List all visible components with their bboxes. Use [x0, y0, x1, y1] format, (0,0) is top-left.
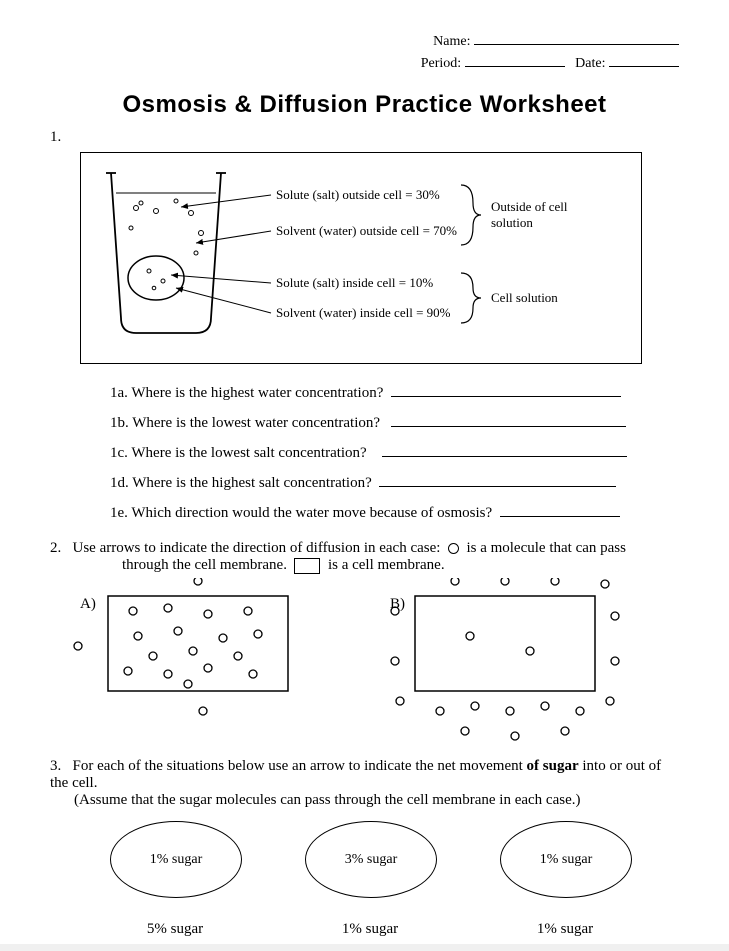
fig-label-3: Solute (salt) inside cell = 10%: [276, 275, 433, 291]
q3-block: 3. For each of the situations below use …: [50, 758, 679, 809]
fig-bracket-1: Outside of cell solution: [491, 199, 591, 231]
q3-number: 3.: [50, 758, 61, 774]
q1b: 1b. Where is the lowest water concentrat…: [110, 415, 380, 431]
q2-block: 2. Use arrows to indicate the direction …: [50, 540, 679, 574]
beaker-diagram: [81, 153, 641, 363]
q3-text-a: For each of the situations below use an …: [73, 758, 523, 774]
q1d: 1d. Where is the highest salt concentrat…: [110, 475, 372, 491]
q2-svg: [50, 578, 690, 748]
q2-text-c: through the cell membrane.: [122, 557, 287, 573]
membrane-icon: [294, 558, 320, 574]
q3-cells: 1% sugar 3% sugar 1% sugar 5% sugar 1% s…: [50, 821, 679, 951]
q1-figure: Solute (salt) outside cell = 30% Solvent…: [80, 152, 642, 364]
cell-2: 3% sugar: [305, 821, 437, 898]
name-label: Name:: [433, 34, 470, 49]
cell-2-in: 3% sugar: [345, 852, 398, 868]
fig-label-4: Solvent (water) inside cell = 90%: [276, 305, 450, 321]
header-block: Name: Period: Date:: [330, 30, 679, 73]
q3-text-c: (Assume that the sugar molecules can pas…: [74, 792, 580, 808]
q2-text-d: is a cell membrane.: [328, 557, 445, 573]
q2-diagrams: A) B): [50, 578, 679, 748]
period-blank[interactable]: [465, 52, 565, 67]
q1-number: 1.: [50, 129, 679, 146]
cell-3-out: 1% sugar: [500, 921, 630, 938]
q1a-blank[interactable]: [391, 381, 621, 397]
cell-1-in: 1% sugar: [150, 852, 203, 868]
fig-bracket-2: Cell solution: [491, 290, 591, 306]
q1a: 1a. Where is the highest water concentra…: [110, 385, 383, 401]
q1e-blank[interactable]: [500, 501, 620, 517]
fig-label-1: Solute (salt) outside cell = 30%: [276, 187, 440, 203]
cell-1: 1% sugar: [110, 821, 242, 898]
q1d-blank[interactable]: [379, 471, 616, 487]
q2-text-b: is a molecule that can pass: [466, 540, 626, 556]
worksheet-page: Name: Period: Date: Osmosis & Diffusion …: [0, 0, 729, 944]
cell-1-out: 5% sugar: [110, 921, 240, 938]
cell-3-in: 1% sugar: [540, 852, 593, 868]
date-blank[interactable]: [609, 52, 679, 67]
date-label: Date:: [575, 56, 605, 71]
worksheet-title: Osmosis & Diffusion Practice Worksheet: [50, 91, 679, 119]
name-blank[interactable]: [474, 30, 679, 45]
period-label: Period:: [421, 56, 461, 71]
q2-text-a: Use arrows to indicate the direction of …: [73, 540, 441, 556]
q3-bold: of sugar: [527, 758, 579, 774]
q1c: 1c. Where is the lowest salt concentrati…: [110, 445, 367, 461]
cell-3: 1% sugar: [500, 821, 632, 898]
q2-number: 2.: [50, 540, 61, 556]
molecule-icon: [448, 543, 459, 554]
q1b-blank[interactable]: [391, 411, 626, 427]
cell-2-out: 1% sugar: [305, 921, 435, 938]
q1-subquestions: 1a. Where is the highest water concentra…: [110, 378, 679, 528]
q1e: 1e. Which direction would the water move…: [110, 505, 492, 521]
q1c-blank[interactable]: [382, 441, 627, 457]
fig-label-2: Solvent (water) outside cell = 70%: [276, 223, 457, 239]
